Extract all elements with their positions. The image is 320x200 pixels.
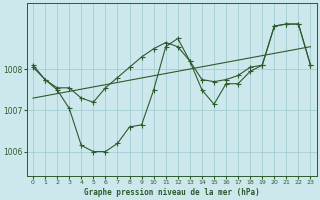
X-axis label: Graphe pression niveau de la mer (hPa): Graphe pression niveau de la mer (hPa) xyxy=(84,188,260,197)
